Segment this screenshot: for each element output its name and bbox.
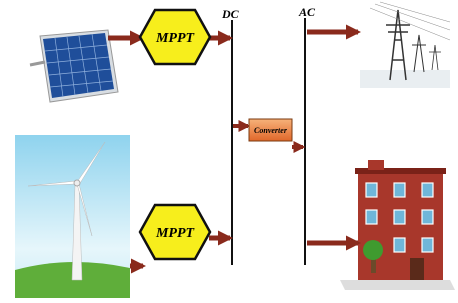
mppt-label: MPPT <box>155 226 196 241</box>
dc-label: DC <box>221 7 240 21</box>
converter-label: Converter <box>254 126 288 135</box>
power-tower <box>360 2 450 88</box>
solar-panel <box>30 30 118 102</box>
ac-label: AC <box>298 5 316 19</box>
diagram: DC AC MPPT MPPT Converter <box>0 0 458 303</box>
mppt-label: MPPT <box>155 31 196 46</box>
wind-turbine <box>15 135 130 298</box>
building <box>340 160 455 290</box>
